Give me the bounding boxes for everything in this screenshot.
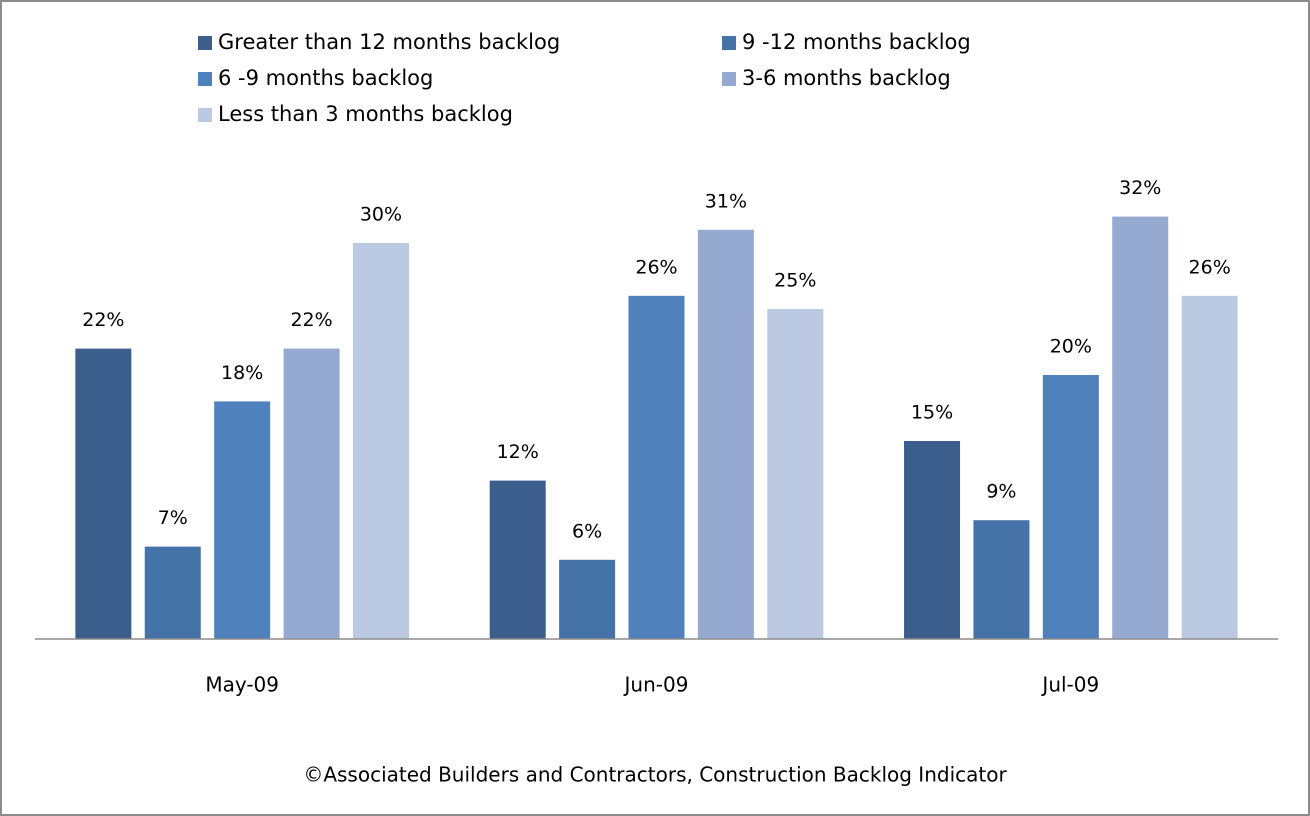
legend-swatch xyxy=(198,72,212,86)
legend-swatch xyxy=(198,108,212,122)
legend-label: Greater than 12 months backlog xyxy=(218,30,560,54)
data-label: 20% xyxy=(1050,336,1092,358)
bar xyxy=(283,348,340,639)
data-label: 22% xyxy=(290,309,332,331)
data-label: 12% xyxy=(497,441,539,463)
bar xyxy=(559,559,616,639)
x-tick-label: May-09 xyxy=(205,673,279,697)
x-tick-label: Jul-09 xyxy=(1040,673,1099,697)
x-tick-label: Jun-09 xyxy=(623,673,689,697)
bar xyxy=(1181,295,1238,639)
legend-label: 6 -9 months backlog xyxy=(218,66,433,90)
data-label: 9% xyxy=(986,481,1016,503)
bar xyxy=(144,546,201,639)
data-label: 32% xyxy=(1119,177,1161,199)
bar xyxy=(1112,216,1169,639)
source-note: ©Associated Builders and Contractors, Co… xyxy=(303,763,1007,787)
bar xyxy=(628,295,685,639)
bar xyxy=(904,441,961,639)
data-label: 7% xyxy=(158,507,188,529)
bar xyxy=(352,243,409,639)
data-label: 18% xyxy=(221,362,263,384)
data-label: 22% xyxy=(82,309,124,331)
data-label: 15% xyxy=(911,402,953,424)
bar xyxy=(75,348,132,639)
bar xyxy=(973,520,1030,639)
data-label: 26% xyxy=(635,256,677,278)
data-label: 25% xyxy=(774,270,816,292)
legend-label: 3-6 months backlog xyxy=(742,66,951,90)
legend-swatch xyxy=(722,36,736,50)
legend-swatch xyxy=(198,36,212,50)
bar xyxy=(697,229,754,640)
bar xyxy=(489,480,546,639)
legend-label: Less than 3 months backlog xyxy=(218,102,513,126)
data-label: 31% xyxy=(705,190,747,212)
bar xyxy=(214,401,271,639)
data-label: 26% xyxy=(1189,256,1231,278)
bar xyxy=(1042,375,1099,639)
data-label: 30% xyxy=(360,204,402,226)
bar xyxy=(767,309,824,639)
legend-label: 9 -12 months backlog xyxy=(742,30,971,54)
data-label: 6% xyxy=(572,520,602,542)
legend-swatch xyxy=(722,72,736,86)
